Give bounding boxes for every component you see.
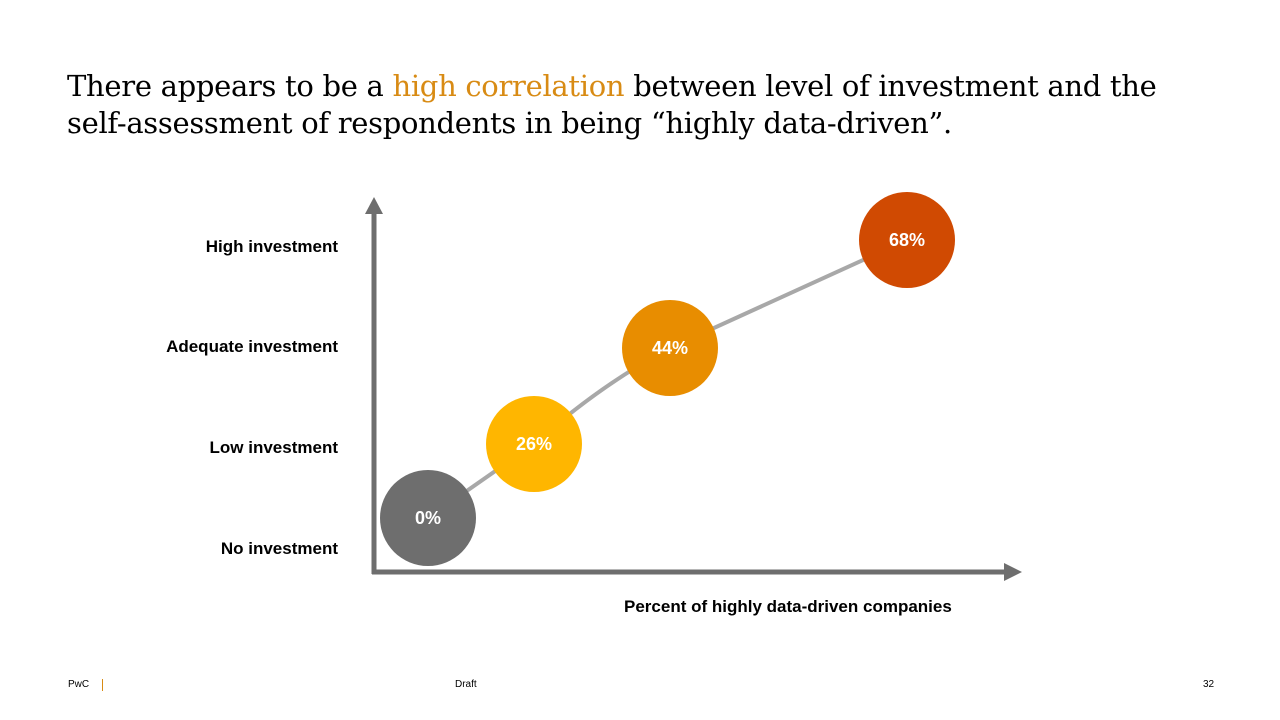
page-number: 32 [1203, 679, 1215, 690]
data-label: 68% [889, 230, 925, 250]
y-tick-label: High investment [205, 237, 338, 256]
data-label: 0% [415, 508, 441, 528]
slide-title: There appears to be a high correlation b… [67, 68, 1217, 142]
data-point [859, 192, 955, 288]
y-tick-label: Low investment [209, 438, 338, 457]
data-point [380, 470, 476, 566]
data-point [622, 300, 718, 396]
title-text-end: between level of investment and the self… [67, 69, 1157, 140]
footer-status: Draft [455, 679, 477, 690]
y-tick-label: No investment [220, 539, 338, 558]
x-axis-label: Percent of highly data-driven companies [624, 597, 952, 616]
footer-separator [102, 679, 103, 691]
footer-brand: PwC [68, 679, 90, 690]
title-highlight: high correlation [392, 69, 625, 103]
y-tick-label: Adequate investment [166, 337, 338, 356]
title-text: There appears to be a [67, 69, 393, 103]
x-axis-arrow-icon [1004, 563, 1022, 581]
y-axis-arrow-icon [365, 197, 383, 214]
data-point [486, 396, 582, 492]
data-label: 26% [516, 434, 552, 454]
data-label: 44% [652, 338, 688, 358]
